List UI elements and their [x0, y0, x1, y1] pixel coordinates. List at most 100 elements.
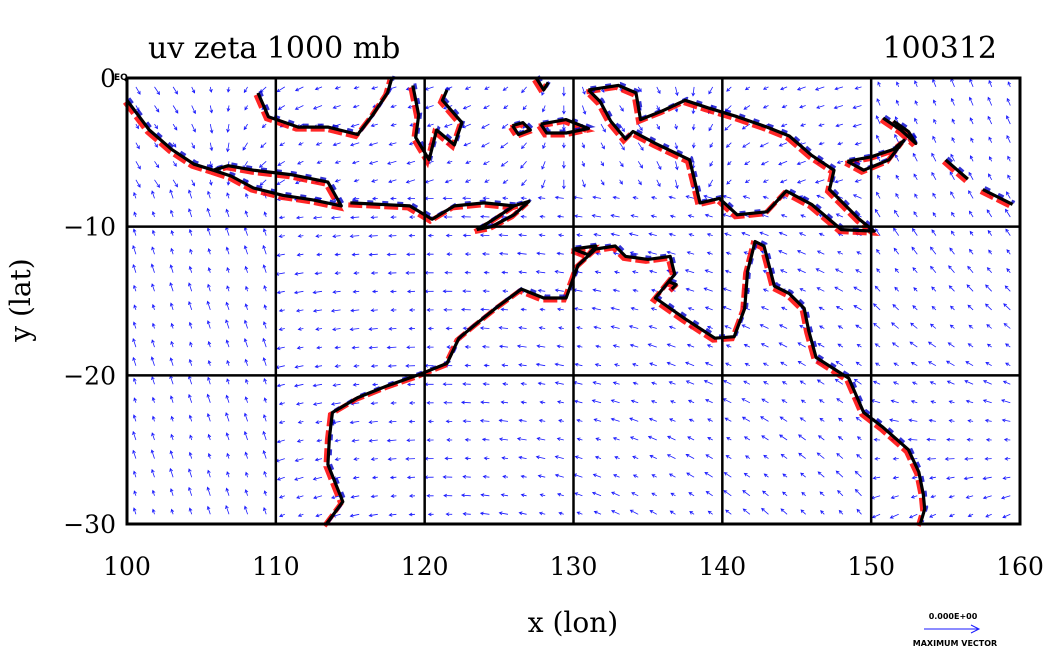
- wind-vector-888: [576, 418, 583, 423]
- wind-vector-473: [893, 247, 900, 255]
- wind-vector-508: [649, 269, 657, 274]
- wind-vector-862: [982, 399, 992, 404]
- wind-vector-491: [334, 271, 341, 275]
- wind-vector-93: [968, 96, 974, 106]
- wind-vector-630: [243, 319, 248, 329]
- wind-vector-676: [207, 340, 212, 348]
- wind-vector-52: [209, 105, 214, 114]
- wind-vector-1040: [723, 472, 732, 478]
- wind-vector-522: [912, 267, 918, 274]
- wind-vector-432: [132, 245, 137, 255]
- wind-vector-1005: [964, 457, 974, 461]
- wind-vector-738: [464, 363, 471, 368]
- wind-vector-681: [296, 345, 304, 350]
- wind-vector-820: [206, 393, 211, 403]
- wind-vector-773: [226, 378, 230, 385]
- wind-vector-825: [296, 402, 304, 406]
- wind-vector-490: [314, 271, 323, 276]
- wind-vector-1110: [243, 505, 248, 515]
- wind-vector-564: [799, 288, 806, 292]
- wind-vector-979: [483, 456, 490, 461]
- wind-vector-453: [516, 251, 527, 256]
- wind-vector-1068: [350, 494, 360, 499]
- wind-vector-454: [536, 251, 546, 256]
- wind-vector-261: [521, 179, 527, 187]
- wind-vector-1137: [742, 508, 751, 515]
- wind-vector-678: [243, 338, 248, 348]
- wind-vector-619: [931, 305, 937, 311]
- wind-vector-345: [295, 215, 304, 220]
- wind-vector-521: [894, 268, 900, 274]
- wind-vector-30: [691, 86, 696, 97]
- wind-vector-384: [132, 228, 137, 236]
- wind-vector-917: [225, 432, 230, 441]
- wind-vector-570: [913, 287, 918, 292]
- wind-vector-355: [480, 214, 490, 219]
- wind-vector-954: [907, 437, 918, 442]
- wind-vector-512: [724, 269, 732, 274]
- wind-vector-1011: [188, 468, 193, 478]
- wind-vector-589: [370, 308, 378, 313]
- wind-vector-577: [151, 303, 156, 311]
- wind-vector-200: [277, 160, 286, 166]
- wind-vector-1023: [406, 475, 416, 480]
- wind-vector-958: [985, 437, 992, 442]
- wind-vector-872: [278, 420, 285, 424]
- wind-vector-1097: [890, 495, 899, 500]
- wind-vector-1072: [426, 493, 434, 498]
- wind-vector-365: [669, 214, 676, 219]
- wind-vector-1127: [558, 511, 564, 516]
- wind-vector-82: [762, 105, 769, 109]
- wind-vector-618: [912, 305, 918, 311]
- wind-vector-812: [946, 380, 955, 385]
- wind-vector-62: [390, 104, 397, 109]
- wind-vector-800: [723, 380, 732, 385]
- wind-vector-99: [191, 123, 196, 133]
- wind-vector-1033: [592, 473, 602, 478]
- wind-vector-1078: [539, 493, 546, 497]
- wind-vector-1102: [982, 495, 992, 500]
- wind-vector-621: [967, 304, 974, 311]
- wind-vector-774: [245, 378, 249, 385]
- wind-vector-931: [481, 437, 490, 442]
- wind-vector-383: [1005, 208, 1011, 218]
- wind-vector-188: [951, 137, 955, 143]
- wind-vector-265: [600, 179, 605, 186]
- wind-vector-779: [332, 383, 341, 387]
- wind-vector-51: [191, 105, 196, 115]
- wind-vector-806: [834, 378, 844, 385]
- wind-vector-656: [724, 325, 732, 329]
- wind-vector-507: [632, 270, 639, 274]
- wind-vector-499: [483, 270, 490, 275]
- wind-vector-1107: [188, 507, 193, 515]
- wind-vector-278: [834, 179, 844, 184]
- wind-vector-901: [819, 417, 825, 422]
- wind-vector-840: [574, 399, 583, 404]
- wind-vector-558: [685, 287, 695, 292]
- wind-vector-11: [334, 86, 341, 90]
- wind-vector-13: [371, 86, 378, 90]
- wind-vector-437: [225, 246, 230, 255]
- wind-vector-348: [350, 215, 360, 220]
- wind-vector-706: [760, 343, 769, 348]
- wind-vector-404: [498, 233, 509, 237]
- wind-vector-377: [894, 209, 900, 218]
- wind-vector-50: [172, 105, 179, 114]
- wind-vector-438: [243, 245, 248, 255]
- wind-vector-787: [482, 382, 490, 386]
- wind-vector-942: [687, 436, 695, 441]
- wind-vector-643: [479, 326, 490, 330]
- wind-vector-139: [933, 118, 937, 125]
- wind-vector-763: [927, 361, 937, 367]
- wind-vector-21: [521, 86, 527, 94]
- wind-vector-997: [816, 452, 825, 459]
- wind-vector-1006: [984, 456, 992, 461]
- wind-vector-783: [406, 382, 416, 387]
- wind-vector-735: [405, 364, 416, 368]
- vorticity-negative-groote-eylandt: [670, 278, 681, 289]
- wind-vector-86: [833, 105, 844, 110]
- wind-vector-645: [518, 326, 527, 330]
- wind-vector-1057: [151, 489, 156, 496]
- wind-vector-835: [480, 400, 490, 405]
- wind-vector-586: [312, 308, 323, 313]
